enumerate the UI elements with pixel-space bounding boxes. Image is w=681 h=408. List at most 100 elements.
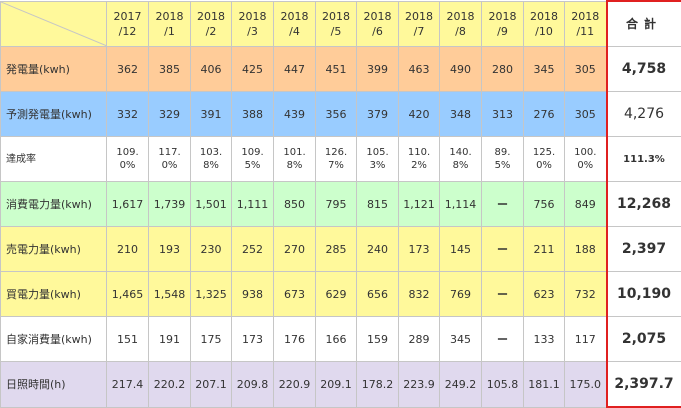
total-cell: 2,397	[607, 227, 681, 272]
month-header-year: 2018	[191, 9, 231, 24]
value-cell: 220.2	[149, 362, 191, 408]
value-cell: 276	[524, 92, 565, 137]
value-cell: 673	[274, 272, 316, 317]
value-cell: 629	[316, 272, 357, 317]
month-header-month: /11	[565, 24, 606, 39]
value-cell: 101.8%	[274, 137, 316, 182]
month-header-month: /1	[149, 24, 190, 39]
value-cell: 240	[357, 227, 399, 272]
month-header-month: /8	[440, 24, 481, 39]
value-cell: 332	[107, 92, 149, 137]
value-cell: 133	[524, 317, 565, 362]
value-cell: ー	[482, 317, 524, 362]
value-cell: 425	[232, 47, 274, 92]
value-cell: 280	[482, 47, 524, 92]
corner-cell	[1, 1, 107, 47]
value-cell: 252	[232, 227, 274, 272]
month-header-year: 2018	[274, 9, 315, 24]
value-cell: 1,121	[399, 182, 440, 227]
value-cell: 117.0%	[149, 137, 191, 182]
total-cell: 111.3%	[607, 137, 681, 182]
value-cell: ー	[482, 272, 524, 317]
month-header-cell: 2018/3	[232, 1, 274, 47]
row-label: 売電力量(kwh)	[1, 227, 107, 272]
value-cell: 109.5%	[232, 137, 274, 182]
value-cell: 285	[316, 227, 357, 272]
month-header-year: 2018	[316, 9, 356, 24]
month-header-year: 2018	[482, 9, 523, 24]
value-cell: 391	[191, 92, 232, 137]
value-cell: 795	[316, 182, 357, 227]
value-cell: 188	[565, 227, 607, 272]
total-cell: 4,758	[607, 47, 681, 92]
value-cell: 151	[107, 317, 149, 362]
value-cell: 345	[524, 47, 565, 92]
total-header: 合計	[607, 1, 681, 47]
month-header-cell: 2018/6	[357, 1, 399, 47]
value-cell: 159	[357, 317, 399, 362]
value-cell: 211	[524, 227, 565, 272]
value-cell: 1,501	[191, 182, 232, 227]
month-header-cell: 2018/8	[440, 1, 482, 47]
value-cell: 193	[149, 227, 191, 272]
value-cell: 623	[524, 272, 565, 317]
value-cell: 1,111	[232, 182, 274, 227]
value-cell: 207.1	[191, 362, 232, 408]
month-header-month: /12	[107, 24, 148, 39]
value-cell: 1,325	[191, 272, 232, 317]
value-cell: 117	[565, 317, 607, 362]
value-cell: 166	[316, 317, 357, 362]
value-cell: 1,739	[149, 182, 191, 227]
month-header-year: 2018	[440, 9, 481, 24]
value-cell: 210	[107, 227, 149, 272]
total-cell: 2,075	[607, 317, 681, 362]
value-cell: ー	[482, 227, 524, 272]
row-label: 発電量(kwh)	[1, 47, 107, 92]
month-header-month: /9	[482, 24, 523, 39]
value-cell: 732	[565, 272, 607, 317]
value-cell: 1,617	[107, 182, 149, 227]
value-cell: 209.8	[232, 362, 274, 408]
value-cell: 126.7%	[316, 137, 357, 182]
value-cell: 125.0%	[524, 137, 565, 182]
month-header-cell: 2018/2	[191, 1, 232, 47]
value-cell: 938	[232, 272, 274, 317]
month-header-month: /2	[191, 24, 231, 39]
value-cell: 345	[440, 317, 482, 362]
month-header-month: /10	[524, 24, 564, 39]
value-cell: 176	[274, 317, 316, 362]
value-cell: 140.8%	[440, 137, 482, 182]
value-cell: 490	[440, 47, 482, 92]
month-header-month: /4	[274, 24, 315, 39]
value-cell: 379	[357, 92, 399, 137]
row-label: 消費電力量(kwh)	[1, 182, 107, 227]
value-cell: 305	[565, 47, 607, 92]
value-cell: 100.0%	[565, 137, 607, 182]
month-header-year: 2017	[107, 9, 148, 24]
month-header-month: /5	[316, 24, 356, 39]
month-header-year: 2018	[399, 9, 439, 24]
month-header-year: 2018	[524, 9, 564, 24]
month-header-year: 2018	[232, 9, 273, 24]
value-cell: 656	[357, 272, 399, 317]
value-cell: 105.3%	[357, 137, 399, 182]
value-cell: 175.0	[565, 362, 607, 408]
value-cell: 769	[440, 272, 482, 317]
value-cell: 849	[565, 182, 607, 227]
value-cell: 89.5%	[482, 137, 524, 182]
month-header-cell: 2018/1	[149, 1, 191, 47]
total-cell: 4,276	[607, 92, 681, 137]
month-header-month: /6	[357, 24, 398, 39]
month-header-cell: 2018/9	[482, 1, 524, 47]
value-cell: 385	[149, 47, 191, 92]
value-cell: 406	[191, 47, 232, 92]
value-cell: 815	[357, 182, 399, 227]
value-cell: 1,114	[440, 182, 482, 227]
